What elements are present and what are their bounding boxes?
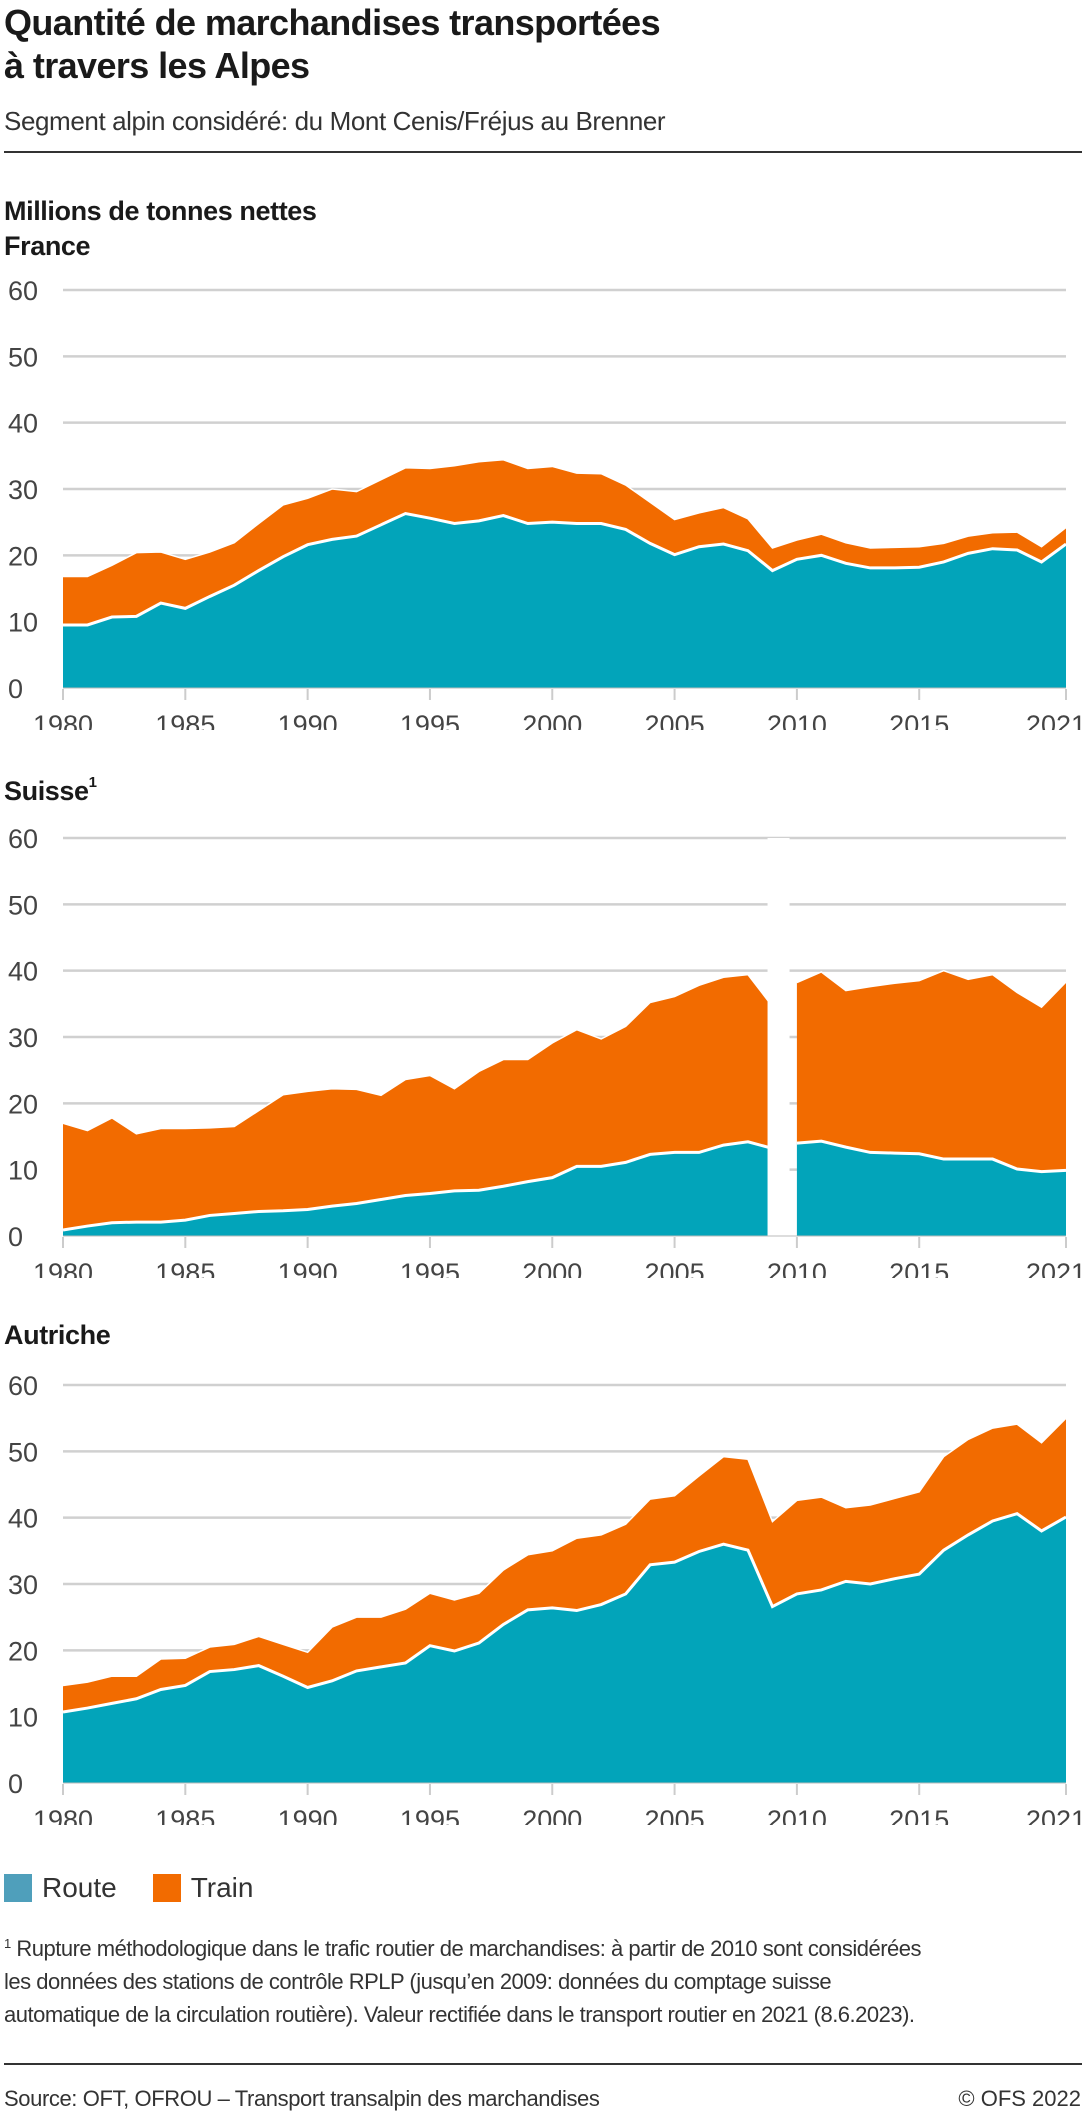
x-tick-label: 1990 [278, 710, 338, 730]
x-tick-label: 1990 [278, 1258, 338, 1278]
series-break-gap [767, 838, 790, 1238]
x-tick-label: 2021 [1026, 710, 1086, 730]
y-tick-label: 10 [8, 608, 38, 638]
footer-divider [4, 2063, 1082, 2065]
chart-title-line1: Quantité de marchandises transportées [4, 2, 661, 43]
y-tick-label: 40 [8, 957, 38, 987]
x-tick-label: 2010 [767, 1805, 827, 1825]
y-tick-label: 10 [8, 1703, 38, 1733]
chart-subtitle: Segment alpin considéré: du Mont Cenis/F… [4, 106, 666, 136]
chart-title-line2: à travers les Alpes [4, 45, 310, 86]
y-tick-label: 60 [8, 824, 38, 854]
legend-label-train: Train [190, 1872, 254, 1903]
legend: Route Train [4, 1872, 289, 1904]
x-tick-label: 2010 [767, 1258, 827, 1278]
y-tick-label: 30 [8, 1023, 38, 1053]
x-tick-label: 1985 [155, 1805, 215, 1825]
total-outline [63, 459, 1067, 578]
x-tick-label: 2021 [1026, 1258, 1086, 1278]
area-route [63, 1141, 773, 1236]
y-tick-label: 0 [8, 674, 23, 704]
footnote-line2: les données des stations de contrôle RPL… [4, 1969, 832, 1994]
y-tick-label: 20 [8, 1089, 38, 1119]
x-tick-label: 2015 [889, 710, 949, 730]
x-tick-label: 1980 [33, 1805, 93, 1825]
x-tick-label: 2000 [522, 1805, 582, 1825]
y-tick-label: 50 [8, 1437, 38, 1467]
x-tick-label: 1990 [278, 1805, 338, 1825]
route-boundary-line [63, 511, 1067, 627]
y-tick-label: 60 [8, 1371, 38, 1401]
x-tick-label: 2000 [522, 1258, 582, 1278]
header-divider [4, 151, 1082, 153]
footnote-number: 1 [4, 1936, 11, 1951]
y-tick-label: 40 [8, 409, 38, 439]
legend-label-route: Route [42, 1872, 117, 1903]
y-tick-label: 40 [8, 1504, 38, 1534]
route-boundary-line [62, 1140, 773, 1232]
panel-title-suisse: Suisse1 [4, 774, 97, 807]
area-train [63, 459, 1066, 625]
x-tick-label: 1980 [33, 1258, 93, 1278]
legend-swatch-train [152, 1874, 181, 1902]
area-route [63, 513, 1066, 688]
x-tick-label: 1995 [400, 1258, 460, 1278]
y-tick-label: 50 [8, 342, 38, 372]
route-boundary-line [62, 1512, 1067, 1714]
y-tick-label: 0 [8, 1769, 23, 1799]
y-tick-label: 60 [8, 276, 38, 306]
total-outline [62, 973, 774, 1135]
footnote-line1: 1 Rupture méthodologique dans le trafic … [4, 1936, 922, 1962]
y-tick-label: 0 [8, 1222, 23, 1252]
chart-suisse: 0 10 20 30 40 50 60 1980 1985 1990 1995 2000 2005 201… [8, 824, 1086, 1278]
footnote-line3: automatique de la circulation routière).… [4, 2002, 915, 2027]
y-tick-label: 50 [8, 890, 38, 920]
source-text: Source: OFT, OFROU – Transport transalpi… [4, 2086, 600, 2111]
panel-title-autriche: Autriche [4, 1320, 111, 1350]
y-tick-label: 10 [8, 1156, 38, 1186]
area-route [63, 1513, 1066, 1783]
y-tick-label: 20 [8, 541, 38, 571]
area-train [796, 970, 1066, 1172]
x-tick-label: 1985 [155, 710, 215, 730]
total-outline [62, 1417, 1067, 1687]
x-tick-label: 2005 [645, 1258, 705, 1278]
legend-item-train: Train [152, 1872, 254, 1904]
panel-title-suisse-text: Suisse [4, 776, 89, 806]
x-tick-label: 2015 [889, 1258, 949, 1278]
total-outline [796, 969, 1067, 1009]
panel-title-france: France [4, 231, 91, 261]
x-tick-label: 1995 [400, 1805, 460, 1825]
x-tick-label: 2005 [645, 1805, 705, 1825]
copyright: © OFS 2022 [958, 2086, 1081, 2111]
x-tick-label: 2021 [1026, 1805, 1086, 1825]
footnote-text1: Rupture méthodologique dans le trafic ro… [16, 1936, 922, 1961]
footnote-marker: 1 [88, 774, 97, 791]
x-tick-label: 2005 [645, 710, 705, 730]
y-tick-label: 30 [8, 475, 38, 505]
unit-label: Millions de tonnes nettes [4, 196, 317, 226]
legend-item-route: Route [4, 1872, 117, 1904]
x-tick-label: 2000 [522, 710, 582, 730]
y-tick-label: 20 [8, 1636, 38, 1666]
route-boundary-line [796, 1139, 1067, 1174]
x-tick-label: 2015 [889, 1805, 949, 1825]
x-tick-label: 1980 [33, 710, 93, 730]
area-train [63, 1418, 1066, 1713]
x-tick-label: 2010 [767, 710, 827, 730]
chart-france: 0 10 20 30 40 50 60 1980 1985 1990 1995 2000 2005 201… [8, 276, 1086, 730]
x-tick-label: 1985 [155, 1258, 215, 1278]
x-tick-label: 1995 [400, 710, 460, 730]
y-tick-label: 30 [8, 1570, 38, 1600]
legend-swatch-route [4, 1874, 32, 1902]
chart-autriche: 0 10 20 30 40 50 60 1980 1985 1990 1995 2000 2005 201… [8, 1371, 1086, 1825]
area-route [796, 1141, 1066, 1236]
